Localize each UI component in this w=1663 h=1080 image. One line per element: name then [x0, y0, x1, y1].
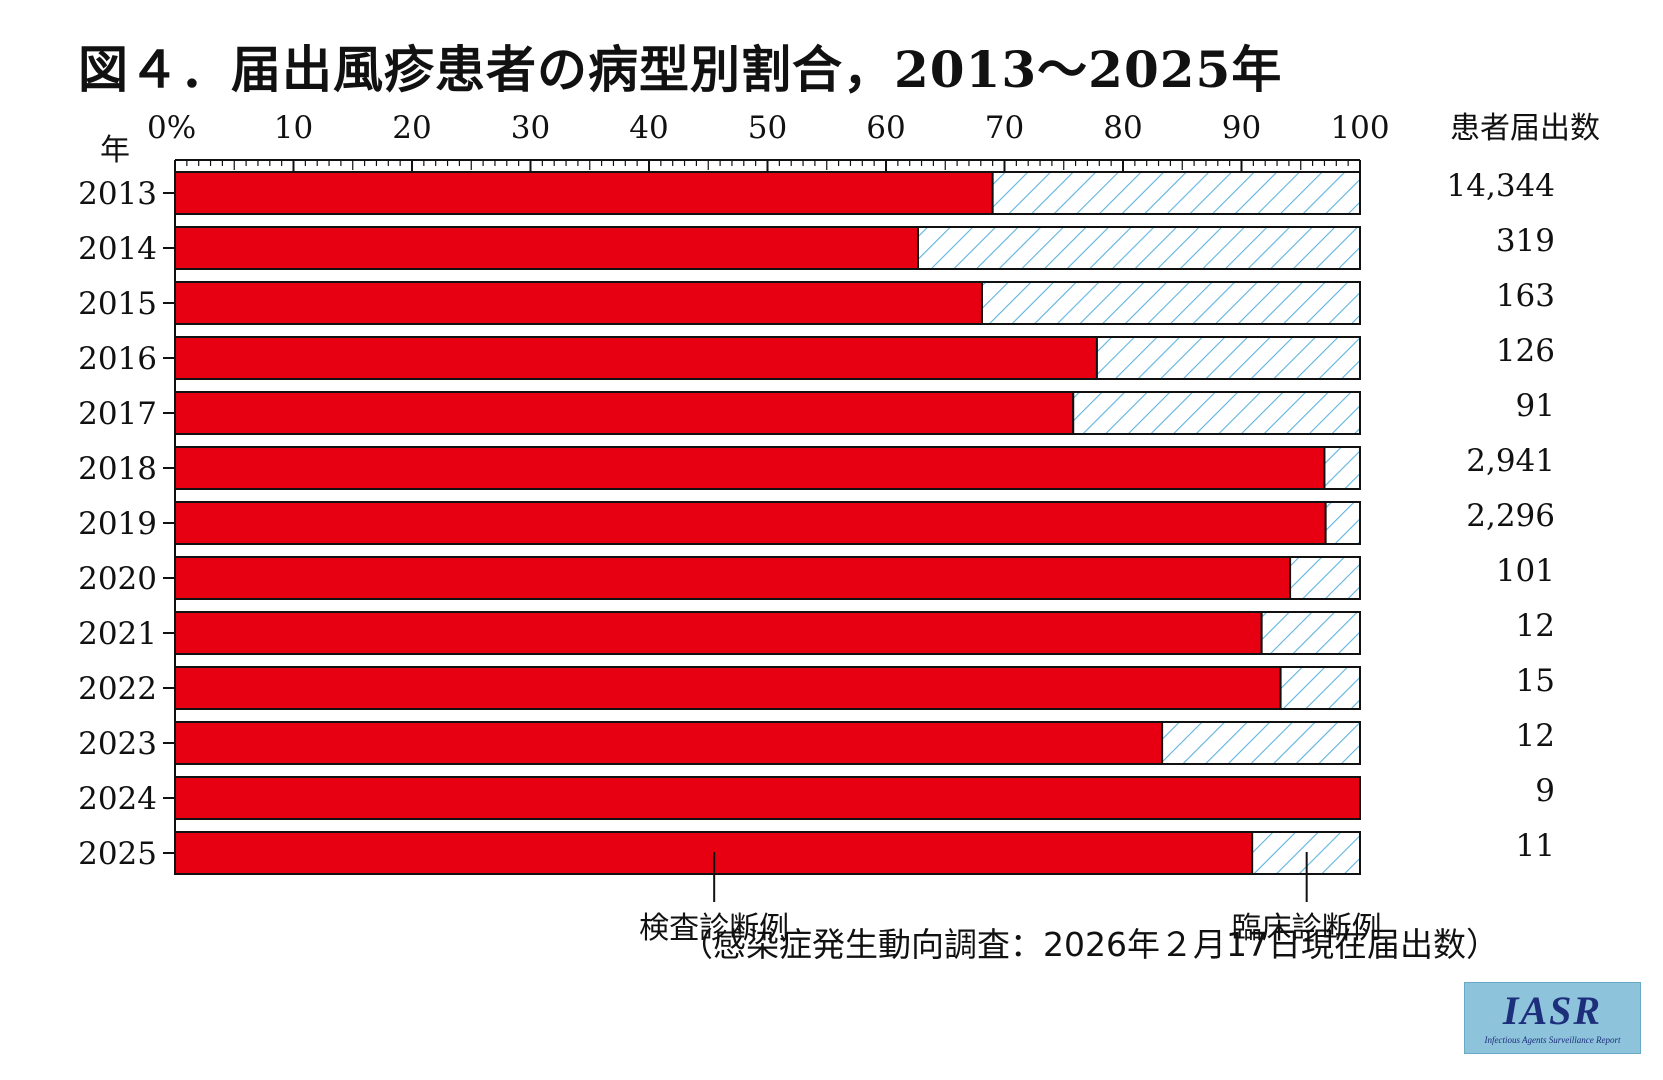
year-label-2023: 2023 — [78, 726, 157, 762]
y-axis-label: 年 — [100, 133, 130, 168]
count-label-2023: 12 — [1516, 718, 1555, 754]
count-label-2018: 2,941 — [1466, 443, 1555, 479]
year-label-2014: 2014 — [78, 231, 157, 267]
bar-clinical-2019 — [1324, 501, 1362, 545]
x-tick-label: 70 — [985, 110, 1024, 146]
logo-text: IASR — [1502, 988, 1603, 1033]
x-tick-label: 40 — [629, 110, 668, 146]
x-tick-label: 10 — [274, 110, 313, 146]
bars — [174, 171, 1362, 875]
bar-lab-2016 — [174, 336, 1098, 380]
count-label-2021: 12 — [1516, 608, 1555, 644]
x-tick-label: 60 — [866, 110, 905, 146]
bar-clinical-2017 — [1072, 391, 1361, 435]
year-label-2016: 2016 — [78, 341, 157, 377]
bar-clinical-2016 — [1095, 336, 1362, 380]
year-label-2020: 2020 — [78, 561, 157, 597]
bar-lab-2018 — [174, 446, 1326, 490]
x-tick-label: 90 — [1222, 110, 1261, 146]
bar-clinical-2023 — [1161, 721, 1361, 765]
year-label-2025: 2025 — [78, 836, 157, 872]
x-axis: 0% 10 20 30 40 50 60 70 80 90 100 — [147, 110, 1390, 875]
year-label-2013: 2013 — [78, 176, 157, 212]
bar-lab-2024 — [174, 776, 1361, 820]
count-label-2017: 91 — [1516, 388, 1555, 424]
bar-lab-2013 — [174, 171, 994, 215]
count-label-2025: 11 — [1516, 828, 1555, 864]
year-label-2024: 2024 — [78, 781, 157, 817]
year-label-2022: 2022 — [78, 671, 157, 707]
bar-clinical-2018 — [1323, 446, 1361, 490]
legend-lab: 検査診断例 — [639, 911, 789, 946]
year-label-2017: 2017 — [78, 396, 157, 432]
bar-clinical-2020 — [1289, 556, 1361, 600]
x-tick-label: 20 — [392, 110, 431, 146]
logo-subtitle: Infectious Agents Surveillance Report — [1484, 1035, 1621, 1045]
year-label-2015: 2015 — [78, 286, 157, 322]
source-note: （感染症発生動向調査：2026年２月17日現在届出数） — [680, 925, 1499, 964]
count-label-2020: 101 — [1496, 553, 1555, 589]
bar-lab-2015 — [174, 281, 983, 325]
count-label-2016: 126 — [1496, 333, 1555, 369]
count-label-2022: 15 — [1516, 663, 1555, 699]
count-label-2024: 9 — [1535, 773, 1555, 809]
x-tick-label: 100 — [1330, 110, 1389, 146]
count-label-2013: 14,344 — [1447, 168, 1555, 204]
counts-header: 患者届出数 — [1450, 111, 1600, 146]
x-tick-label: 80 — [1103, 110, 1142, 146]
bar-clinical-2022 — [1279, 666, 1361, 710]
bar-lab-2017 — [174, 391, 1075, 435]
year-label-2019: 2019 — [78, 506, 157, 542]
year-label-2018: 2018 — [78, 451, 157, 487]
count-label-2014: 319 — [1496, 223, 1555, 259]
x-tick-label: 50 — [748, 110, 787, 146]
year-label-2021: 2021 — [78, 616, 157, 652]
bar-lab-2014 — [174, 226, 919, 270]
bar-clinical-2021 — [1260, 611, 1362, 655]
bar-lab-2022 — [174, 666, 1282, 710]
bar-lab-2023 — [174, 721, 1164, 765]
x-tick-label: 0% — [147, 110, 196, 146]
count-label-2015: 163 — [1496, 278, 1555, 314]
bar-clinical-2015 — [980, 281, 1361, 325]
bar-lab-2021 — [174, 611, 1263, 655]
iasr-logo: IASR Infectious Agents Surveillance Repo… — [1464, 982, 1641, 1054]
bar-clinical-2014 — [916, 226, 1361, 270]
bar-lab-2020 — [174, 556, 1292, 600]
x-tick-label: 30 — [511, 110, 550, 146]
count-label-2019: 2,296 — [1466, 498, 1555, 534]
chart-title: 図４．届出風疹患者の病型別割合，2013～2025年 — [78, 40, 1283, 99]
legend-clinical: 臨床診断例 — [1232, 911, 1382, 946]
bar-clinical-2013 — [991, 171, 1362, 215]
bar-lab-2019 — [174, 501, 1327, 545]
